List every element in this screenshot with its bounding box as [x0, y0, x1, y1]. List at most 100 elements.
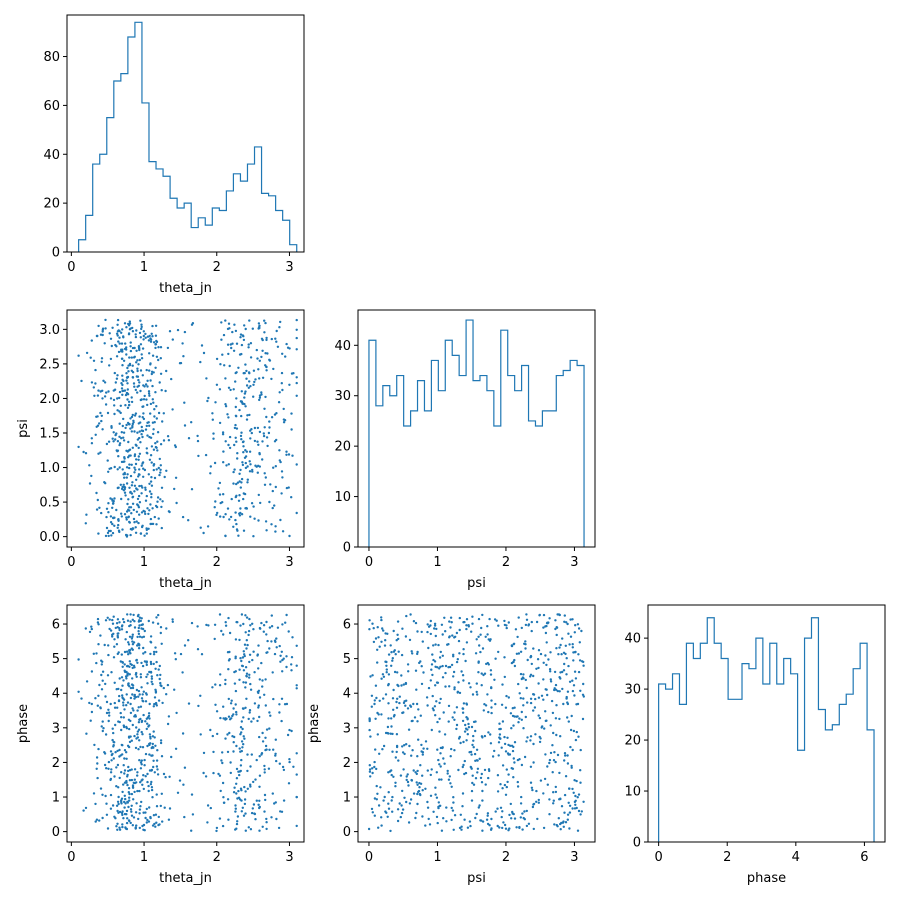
scatter-point: [436, 821, 439, 825]
scatter-point: [123, 389, 127, 392]
scatter-point: [462, 679, 465, 682]
scatter-point: [234, 518, 237, 522]
scatter-point: [391, 795, 394, 799]
scatter-point: [283, 419, 287, 422]
scatter-point: [554, 785, 557, 789]
scatter-point: [156, 768, 159, 771]
scatter-point: [505, 626, 508, 630]
scatter-point: [447, 778, 451, 781]
scatter-point: [467, 722, 470, 726]
scatter-point: [555, 633, 558, 637]
scatter-point: [205, 377, 208, 380]
scatter-point: [546, 622, 549, 625]
scatter-point: [501, 826, 504, 830]
scatter-point: [125, 510, 129, 513]
scatter-point: [237, 499, 241, 502]
scatter-point: [392, 650, 396, 653]
scatter-point: [183, 815, 186, 819]
scatter-point: [116, 440, 120, 443]
scatter-point: [370, 705, 373, 708]
scatter-point: [581, 717, 585, 721]
scatter-point: [390, 769, 393, 772]
scatter-point: [431, 653, 434, 656]
scatter-point: [130, 484, 134, 487]
scatter-point: [111, 506, 114, 509]
scatter-point: [285, 665, 288, 669]
scatter-point: [139, 745, 142, 749]
scatter-point: [131, 686, 135, 690]
scatter-point: [471, 693, 475, 696]
scatter-point: [129, 349, 133, 353]
scatter-point: [458, 628, 461, 632]
scatter-point: [403, 752, 406, 756]
scatter-point: [295, 328, 298, 331]
scatter-point: [474, 729, 477, 733]
scatter-point: [138, 473, 141, 476]
scatter-point: [548, 617, 551, 620]
y-tick-label: 0: [52, 246, 60, 261]
scatter-point: [88, 701, 91, 705]
scatter-point: [227, 818, 230, 821]
scatter-point: [109, 357, 113, 361]
scatter-point: [523, 755, 527, 759]
scatter-point: [236, 797, 239, 800]
scatter-point: [409, 705, 413, 708]
scatter-point: [154, 504, 158, 508]
scatter-point: [243, 324, 246, 327]
scatter-point: [515, 652, 519, 655]
scatter-point: [94, 697, 97, 700]
scatter-point: [122, 359, 126, 362]
scatter-point: [263, 472, 266, 475]
scatter-point: [271, 489, 274, 493]
scatter-point: [134, 335, 138, 339]
scatter-point: [219, 363, 222, 366]
scatter-point: [105, 700, 109, 704]
scatter-point: [473, 752, 477, 756]
scatter-point: [441, 746, 444, 750]
scatter-point: [372, 640, 376, 644]
scatter-point: [98, 819, 101, 822]
scatter-point: [279, 460, 282, 464]
scatter-point: [125, 346, 128, 349]
scatter-point: [129, 711, 133, 715]
scatter-point: [239, 434, 243, 438]
scatter-point: [135, 802, 138, 805]
scatter-point: [416, 755, 419, 758]
scatter-point: [214, 500, 217, 503]
scatter-point: [120, 676, 124, 679]
scatter-point: [574, 624, 577, 627]
scatter-point: [166, 435, 170, 438]
scatter-point: [157, 466, 160, 470]
scatter-point: [392, 688, 395, 692]
scatter-point: [222, 801, 226, 804]
scatter-point: [253, 517, 256, 520]
scatter-point: [238, 472, 241, 475]
scatter-point: [105, 802, 108, 805]
scatter-point: [160, 486, 164, 489]
scatter-point: [121, 485, 124, 489]
scatter-point: [381, 673, 385, 676]
scatter-point: [395, 750, 398, 754]
scatter-point: [107, 767, 110, 770]
scatter-point: [158, 457, 161, 461]
scatter-point: [135, 478, 138, 481]
scatter-point: [147, 619, 150, 623]
scatter-point: [147, 784, 150, 788]
scatter-point: [145, 494, 148, 498]
scatter-point: [113, 465, 116, 469]
scatter-point: [563, 620, 566, 623]
scatter-point: [514, 628, 518, 631]
scatter-point: [107, 711, 111, 714]
scatter-point: [139, 781, 142, 784]
scatter-point: [228, 518, 231, 521]
scatter-point: [378, 699, 381, 702]
scatter-point: [382, 629, 385, 632]
scatter-point: [438, 717, 441, 720]
scatter-point: [127, 370, 130, 373]
scatter-point: [256, 471, 259, 474]
scatter-point: [279, 660, 282, 663]
scatter-point: [113, 706, 117, 709]
scatter-point: [235, 522, 238, 526]
scatter-point: [150, 496, 153, 499]
scatter-point: [438, 763, 441, 766]
